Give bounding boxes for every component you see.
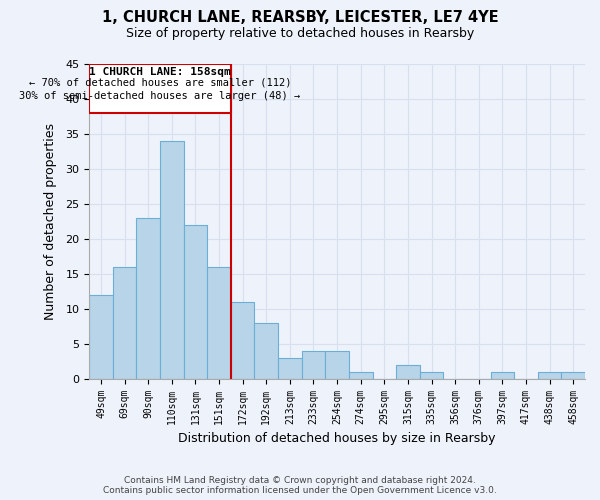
- Text: Contains HM Land Registry data © Crown copyright and database right 2024.
Contai: Contains HM Land Registry data © Crown c…: [103, 476, 497, 495]
- Bar: [254, 322, 278, 378]
- Bar: [349, 372, 373, 378]
- Bar: [184, 225, 207, 378]
- Bar: [325, 350, 349, 378]
- Bar: [89, 295, 113, 378]
- X-axis label: Distribution of detached houses by size in Rearsby: Distribution of detached houses by size …: [178, 432, 496, 445]
- Bar: [278, 358, 302, 378]
- Text: 30% of semi-detached houses are larger (48) →: 30% of semi-detached houses are larger (…: [19, 90, 301, 101]
- Text: Size of property relative to detached houses in Rearsby: Size of property relative to detached ho…: [126, 28, 474, 40]
- Bar: [538, 372, 562, 378]
- Y-axis label: Number of detached properties: Number of detached properties: [44, 123, 57, 320]
- Bar: [491, 372, 514, 378]
- FancyBboxPatch shape: [89, 64, 231, 113]
- Bar: [420, 372, 443, 378]
- Bar: [562, 372, 585, 378]
- Text: 1 CHURCH LANE: 158sqm: 1 CHURCH LANE: 158sqm: [89, 68, 231, 78]
- Bar: [302, 350, 325, 378]
- Text: 1, CHURCH LANE, REARSBY, LEICESTER, LE7 4YE: 1, CHURCH LANE, REARSBY, LEICESTER, LE7 …: [101, 10, 499, 25]
- Bar: [396, 364, 420, 378]
- Bar: [231, 302, 254, 378]
- Bar: [207, 267, 231, 378]
- Bar: [113, 267, 136, 378]
- Text: ← 70% of detached houses are smaller (112): ← 70% of detached houses are smaller (11…: [29, 78, 291, 88]
- Bar: [136, 218, 160, 378]
- Bar: [160, 141, 184, 378]
